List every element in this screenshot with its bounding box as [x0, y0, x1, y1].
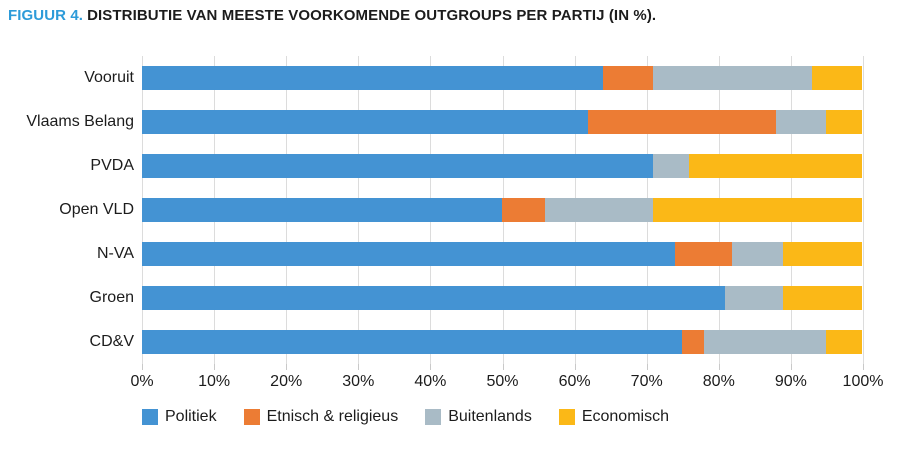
legend-item-label: Economisch [581, 408, 669, 425]
bar-row: PVDA [0, 144, 900, 188]
bar-segment-politiek [142, 110, 589, 134]
axis-tick-label: 0% [130, 373, 154, 390]
bar-segment-etnisch-religieus [588, 110, 776, 134]
chart-area: Vooruit Vlaams Belang PVDA Open VLD N-VA Groe… [0, 56, 900, 426]
bar-segment-etnisch-religieus [674, 242, 733, 266]
bar-row: N-VA [0, 232, 900, 276]
legend-item-label: Etnisch & religieus [266, 408, 399, 425]
legend-item-economisch: Economisch [558, 408, 669, 426]
legend-item-label: Buitenlands [448, 408, 532, 425]
figure-title-text: DISTRIBUTIE VAN MEESTE VOORKOMENDE OUTGR… [87, 7, 657, 24]
category-label-cd-v: CD&V [89, 333, 134, 350]
bar-rows: Vooruit Vlaams Belang PVDA Open VLD N-VA Groe… [0, 56, 900, 364]
legend-item-label: Politiek [165, 408, 217, 425]
figure-number: FIGUUR 4. [8, 7, 84, 24]
bar-track [142, 242, 862, 266]
axis-tick [718, 364, 720, 370]
bar-segment-buitenlands [545, 198, 654, 222]
bar-row: Vlaams Belang [0, 100, 900, 144]
axis-tick-label: 50% [486, 373, 519, 390]
category-label-groen: Groen [89, 289, 134, 306]
bar-segment-politiek [142, 154, 654, 178]
bar-row: Open VLD [0, 188, 900, 232]
bar-segment-economisch [825, 330, 862, 354]
axis-tick [358, 364, 360, 370]
legend-swatch-politiek [142, 409, 158, 425]
legend-swatch-etnisch-religieus [243, 409, 260, 425]
bar-segment-economisch [782, 286, 862, 310]
gridline [863, 56, 864, 364]
axis-tick-label: 20% [270, 373, 303, 390]
bar-segment-politiek [142, 66, 603, 90]
category-label-open-vld: Open VLD [59, 201, 134, 218]
bar-track [142, 154, 862, 178]
axis-tick [142, 364, 143, 370]
legend-item-etnisch-religieus: Etnisch & religieus [243, 408, 399, 426]
bar-segment-economisch [689, 154, 862, 178]
category-label-n-va: N-VA [96, 245, 134, 262]
legend-swatch-buitenlands [425, 409, 442, 425]
axis-tick-label: 10% [198, 373, 231, 390]
axis-tick-label: 40% [414, 373, 447, 390]
bar-row: Vooruit [0, 56, 900, 100]
bar-segment-politiek [142, 198, 502, 222]
category-label-pvda: PVDA [90, 157, 134, 174]
category-label-vlaams-belang: Vlaams Belang [26, 113, 134, 130]
bar-segment-economisch [653, 198, 862, 222]
bar-row: CD&V [0, 320, 900, 364]
bar-segment-buitenlands [653, 66, 812, 90]
axis-tick-label: 80% [702, 373, 735, 390]
axis-tick [502, 364, 504, 370]
bar-track [142, 198, 862, 222]
bar-segment-buitenlands [725, 286, 783, 310]
bar-segment-buitenlands [732, 242, 783, 266]
bar-segment-economisch [811, 66, 862, 90]
category-label-vooruit: Vooruit [84, 69, 134, 86]
axis-tick-label: 90% [774, 373, 807, 390]
legend: Politiek Etnisch & religieus Buitenlands Ec… [142, 408, 900, 426]
x-axis: 0% 10% 20% 30% 40% 50% 60% 70% 80% 90% 100% [130, 364, 883, 398]
bar-segment-buitenlands [775, 110, 826, 134]
axis-tick [430, 364, 432, 370]
axis-tick [286, 364, 288, 370]
bar-segment-buitenlands [653, 154, 690, 178]
bar-track [142, 66, 862, 90]
bar-segment-buitenlands [703, 330, 826, 354]
axis-tick-label: 30% [342, 373, 375, 390]
bar-segment-politiek [142, 242, 675, 266]
bar-segment-economisch [825, 110, 862, 134]
bar-track [142, 286, 862, 310]
legend-item-politiek: Politiek [142, 408, 217, 426]
bar-track [142, 330, 862, 354]
bar-segment-politiek [142, 286, 726, 310]
axis-tick [574, 364, 576, 370]
axis-tick-label: 60% [558, 373, 591, 390]
legend-item-buitenlands: Buitenlands [425, 408, 532, 426]
bar-row: Groen [0, 276, 900, 320]
figure-title: FIGUUR 4. DISTRIBUTIE VAN MEESTE VOORKOME… [8, 7, 656, 24]
axis-tick [646, 364, 648, 370]
bar-segment-etnisch-religieus [682, 330, 704, 354]
legend-swatch-economisch [558, 409, 575, 425]
axis-tick [863, 364, 864, 370]
bar-segment-etnisch-religieus [502, 198, 546, 222]
bar-segment-etnisch-religieus [602, 66, 654, 90]
axis-tick-label: 100% [842, 373, 884, 390]
axis-tick-label: 70% [630, 373, 663, 390]
bar-segment-economisch [782, 242, 862, 266]
bar-track [142, 110, 862, 134]
bar-segment-politiek [142, 330, 682, 354]
axis-tick [214, 364, 216, 370]
axis-tick [790, 364, 792, 370]
